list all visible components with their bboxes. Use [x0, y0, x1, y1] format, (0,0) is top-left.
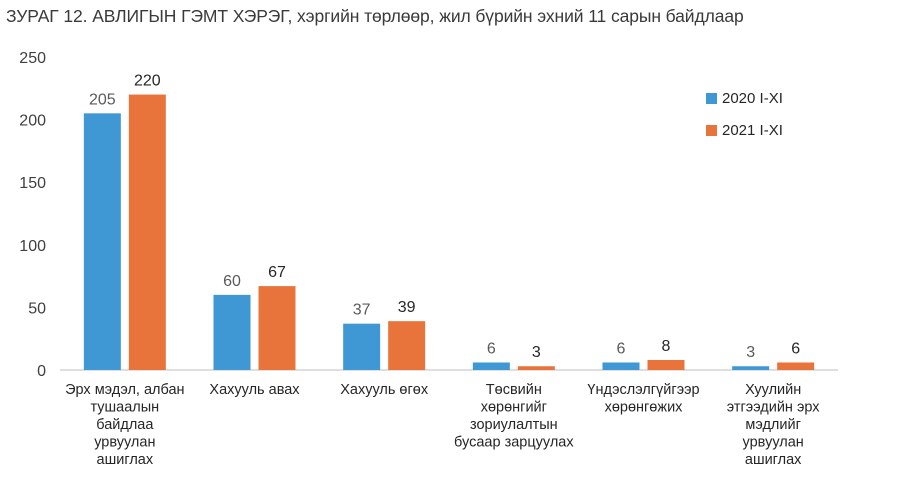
data-label: 37 — [353, 302, 371, 319]
bar-series-1 — [343, 323, 381, 370]
x-tick-label: Хахууль авах — [209, 382, 300, 398]
legend-swatch — [706, 93, 717, 104]
data-label: 3 — [746, 344, 755, 361]
data-label: 8 — [662, 338, 671, 355]
bar-series-2 — [388, 321, 426, 370]
bar-series-1 — [602, 362, 640, 370]
bars — [83, 94, 815, 370]
data-label: 39 — [398, 299, 416, 316]
data-label: 67 — [268, 264, 286, 281]
bar-series-1 — [732, 366, 770, 370]
legend-label: 2021 I-XI — [722, 122, 783, 139]
bar-series-2 — [258, 286, 296, 370]
data-label: 205 — [89, 91, 116, 108]
bar-series-2 — [128, 94, 166, 370]
y-tick-label: 250 — [19, 50, 46, 67]
y-tick-label: 200 — [19, 113, 46, 130]
bar-series-1 — [472, 362, 510, 370]
category-labels: Эрх мэдэл, албан тушаалын байдлаа урвуулан а… — [65, 382, 820, 468]
y-tick-label: 50 — [28, 300, 46, 317]
value-labels: 205 60 37 6 6 3 220 67 39 3 8 6 — [89, 73, 800, 362]
legend-swatch — [706, 125, 717, 136]
data-label: 6 — [791, 340, 800, 357]
legend: 2020 I-XI 2021 I-XI — [706, 90, 783, 139]
y-tick-label: 150 — [19, 175, 46, 192]
x-tick-label: Хуулийн этгээдийн эрх мэдлийг урвуулан ашигл… — [727, 382, 820, 468]
bar-series-2 — [647, 359, 685, 370]
chart-title: ЗУРАГ 12. АВЛИГЫН ГЭМТ ХЭРЭГ, хэргийн тө… — [6, 6, 744, 26]
x-tick-label: Төсвийн хөрөнгийг зориулалтын бусаар зарцуу… — [454, 382, 574, 451]
y-axis: 0 50 100 150 200 250 — [19, 50, 46, 380]
data-label: 220 — [134, 73, 161, 90]
bar-series-1 — [213, 294, 251, 370]
data-label: 6 — [487, 340, 496, 357]
data-label: 60 — [223, 273, 241, 290]
bar-series-2 — [517, 366, 555, 370]
data-label: 3 — [532, 344, 541, 361]
y-tick-label: 0 — [37, 363, 46, 380]
data-label: 6 — [617, 340, 626, 357]
x-tick-label: Хахууль өгөх — [340, 382, 429, 398]
bar-series-1 — [83, 113, 121, 370]
y-tick-label: 100 — [19, 238, 46, 255]
legend-label: 2020 I-XI — [722, 90, 783, 107]
bar-series-2 — [777, 362, 815, 370]
x-tick-label: Үндэслэлгүйгээр хөрөнгөжих — [587, 382, 699, 416]
x-tick-label: Эрх мэдэл, албан тушаалын байдлаа урвуулан а… — [65, 382, 184, 468]
